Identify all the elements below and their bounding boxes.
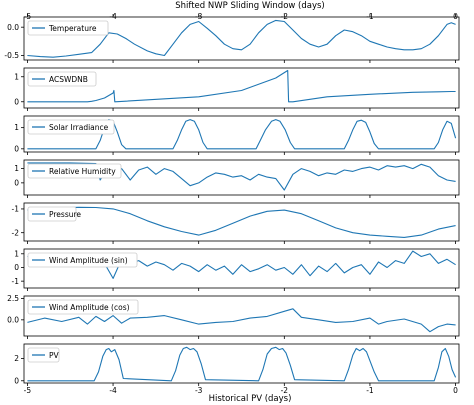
bottom-x-tick-label: -4 — [109, 386, 117, 395]
legend-box — [27, 163, 122, 179]
subplot-frame — [23, 343, 460, 384]
subplot-frame — [23, 159, 460, 196]
y-tick-label: -2 — [12, 228, 20, 237]
y-tick-label: 0.0 — [7, 23, 19, 32]
legend-box — [27, 299, 139, 315]
series-line — [27, 162, 456, 191]
bottom-x-tick-label: -1 — [366, 386, 374, 395]
bottom-x-ticks: -5 -4 -3 -2 -1 0 — [24, 386, 459, 395]
y-tick-label: 1 — [14, 72, 19, 81]
subplot-temperature: 0.0 -0.5 Temperature — [4, 14, 460, 63]
subplot-wind-amplitude-sin: 1 0 -1 Wind Amplitude (sin) — [12, 248, 460, 291]
subplot-solar-irradiance: 0 1 Solar Irradiance — [14, 115, 460, 155]
legend-box — [27, 71, 97, 87]
y-tick-label: 2 — [14, 354, 19, 363]
subplot-pv: 2 0 PV — [14, 343, 460, 386]
bottom-x-tick-label: -5 — [24, 386, 32, 395]
y-tick-label: 1 — [14, 249, 19, 258]
legend-label: Temperature — [48, 24, 97, 33]
series-line — [27, 308, 456, 333]
subplot-stack: 0.0 -0.5 Temperature 0 1 ACSWDNB 0 1 Solar Irrad… — [4, 14, 460, 386]
y-tick-label: 1 — [14, 164, 19, 173]
series-line — [27, 69, 456, 103]
legend-label: Relative Humidity — [49, 167, 116, 176]
y-tick-label: 1 — [14, 123, 19, 132]
series-line — [27, 206, 456, 238]
subplot-acswdnb: 0 1 ACSWDNB — [14, 67, 460, 111]
series-line — [27, 19, 456, 58]
bottom-x-tick-label: -2 — [281, 386, 289, 395]
y-tick-label: -0.5 — [4, 51, 19, 60]
y-tick-label: 0 — [14, 144, 19, 153]
legend-label: PV — [49, 351, 60, 360]
legend-label: ACSWDNB — [49, 75, 88, 84]
subplot-frame — [23, 115, 460, 153]
legend-label: Solar Irradiance — [49, 123, 109, 132]
top-axis-label: Shifted NWP Sliding Window (days) — [175, 1, 325, 11]
y-tick-label: -1 — [12, 277, 20, 286]
y-tick-label: 0 — [14, 263, 19, 272]
y-tick-label: 0.0 — [7, 315, 19, 324]
subplot-frame — [23, 16, 460, 61]
subplot-wind-amplitude-cos: 2.5 0.0 Wind Amplitude (cos) — [7, 294, 460, 339]
bottom-x-tick-label: 0 — [453, 386, 458, 395]
legend-box — [27, 119, 115, 135]
legend-box — [27, 20, 109, 36]
bottom-x-tick-label: -3 — [195, 386, 203, 395]
legend-box — [27, 206, 77, 222]
y-tick-label: -1 — [12, 205, 20, 214]
subplot-frame — [23, 202, 460, 242]
y-tick-label: 2.5 — [7, 294, 19, 303]
bottom-axis-label: Historical PV (days) — [209, 394, 292, 404]
y-tick-label: 0 — [14, 97, 19, 106]
legend-label: Pressure — [49, 210, 81, 219]
series-line — [27, 119, 457, 150]
y-tick-label: 0 — [14, 178, 19, 187]
legend-label: Wind Amplitude (cos) — [49, 303, 130, 312]
subplot-pressure: -1 -2 Pressure — [12, 202, 460, 244]
series-line — [27, 346, 457, 382]
legend-box — [27, 252, 138, 268]
legend-label: Wind Amplitude (sin) — [49, 256, 128, 265]
subplot-frame — [23, 67, 460, 109]
subplot-frame — [23, 295, 460, 337]
top-x-ticks: -5-4-3-2-10 — [24, 12, 459, 21]
subplot-frame — [23, 248, 460, 289]
y-tick-label: 0 — [14, 376, 19, 385]
subplot-relative-humidity: 1 0 Relative Humidity — [14, 159, 460, 198]
